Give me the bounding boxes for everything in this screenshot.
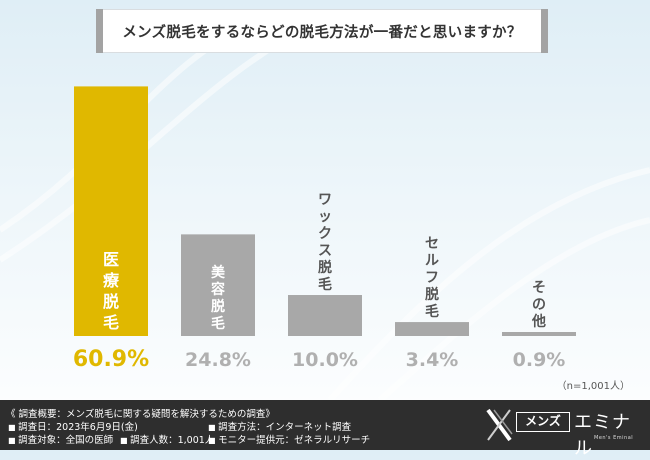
svg-text:ル: ル — [425, 253, 439, 269]
sample-size-note: （n=1,001人） — [556, 381, 630, 392]
survey-provider: モニター提供元：ゼネラルリサーチ — [208, 432, 370, 446]
bar-4 — [395, 322, 469, 336]
value-label-2: 24.8% — [185, 349, 251, 371]
svg-text:毛: 毛 — [103, 313, 119, 332]
logo-boxed-text: メンズ — [516, 412, 570, 432]
bar-3 — [288, 295, 362, 336]
svg-text:ワ: ワ — [318, 192, 332, 208]
chart-title: メンズ脱毛をするならどの脱毛方法が一番だと思いますか？ — [96, 9, 548, 53]
svg-text:美: 美 — [211, 264, 226, 281]
svg-text:医: 医 — [103, 250, 119, 269]
footer: 《 調査概要：メンズ脱毛に関する疑問を解決するための調査》 調査日：2023年6… — [0, 400, 650, 459]
bar-5 — [502, 332, 576, 336]
svg-text:の: の — [532, 297, 546, 313]
svg-text:容: 容 — [210, 281, 225, 298]
svg-text:フ: フ — [425, 270, 439, 286]
survey-date: 調査日：2023年6月9日(金) — [8, 419, 138, 433]
logo-subtitle: Men's Eminal — [594, 435, 634, 441]
survey-target: 調査対象：全国の医師 — [8, 432, 113, 446]
svg-text:毛: 毛 — [318, 276, 332, 293]
svg-text:脱: 脱 — [211, 298, 225, 315]
value-label-1: 60.9% — [73, 347, 149, 372]
svg-text:脱: 脱 — [425, 286, 439, 303]
svg-text:他: 他 — [531, 313, 546, 330]
svg-text:ッ: ッ — [318, 209, 332, 225]
category-label-5: その他 — [531, 280, 546, 330]
svg-text:脱: 脱 — [318, 259, 332, 276]
survey-count: 調査人数：1,001人 — [120, 432, 214, 446]
svg-text:ク: ク — [318, 226, 332, 242]
svg-text:毛: 毛 — [425, 303, 439, 320]
value-label-4: 3.4% — [406, 349, 459, 371]
value-label-5: 0.9% — [513, 349, 566, 371]
survey-method: 調査方法：インターネット調査 — [208, 419, 351, 433]
svg-text:毛: 毛 — [211, 315, 225, 332]
survey-title: 《 調査概要：メンズ脱毛に関する疑問を解決するための調査》 — [6, 409, 275, 420]
svg-text:療: 療 — [103, 271, 120, 290]
bar-chart: 医療脱毛60.9%美容脱毛24.8%ワックス脱毛10.0%セルフ脱毛3.4%その… — [73, 86, 576, 372]
svg-text:脱: 脱 — [103, 292, 119, 311]
value-label-3: 10.0% — [292, 349, 358, 371]
eminal-x-logo-icon — [486, 408, 513, 442]
logo-text: エミナル — [574, 412, 631, 459]
svg-text:ス: ス — [318, 243, 332, 259]
svg-text:そ: そ — [532, 280, 546, 296]
svg-text:セ: セ — [425, 236, 439, 252]
bar-1 — [74, 86, 148, 336]
brand-logo: メンズ エミナル Men's Eminal — [486, 404, 646, 459]
bar-2 — [181, 234, 255, 336]
